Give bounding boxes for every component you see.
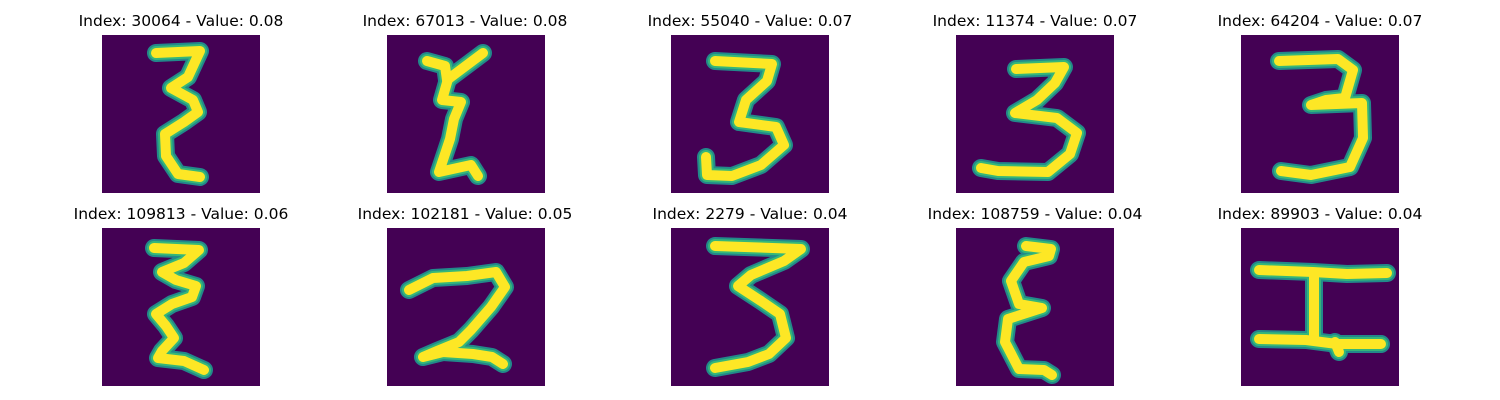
digit-image <box>956 228 1114 386</box>
stroke-core <box>1000 241 1057 380</box>
stroke-core <box>151 46 205 182</box>
digit-image <box>387 228 545 386</box>
digit-glyph-svg <box>102 228 260 386</box>
panel-title: Index: 109813 - Value: 0.06 <box>73 205 289 223</box>
panel-title: Index: 30064 - Value: 0.08 <box>78 12 284 30</box>
panel-title: Index: 64204 - Value: 0.07 <box>1217 12 1423 30</box>
digit-image <box>102 35 260 193</box>
stroke-core <box>976 62 1082 177</box>
digit-glyph-svg <box>1241 35 1399 193</box>
digit-panel <box>956 35 1114 193</box>
panel-title: Index: 102181 - Value: 0.05 <box>357 205 573 223</box>
stroke-core <box>422 48 488 85</box>
digit-panel <box>671 35 829 193</box>
digit-panel <box>387 228 545 386</box>
stroke-core <box>434 74 483 181</box>
digit-glyph-svg <box>956 228 1114 386</box>
digit-glyph-svg <box>956 35 1114 193</box>
digit-panel <box>102 228 260 386</box>
digit-image <box>102 228 260 386</box>
panel-title: Index: 89903 - Value: 0.04 <box>1217 205 1423 223</box>
stroke-core <box>701 56 789 181</box>
digit-panel <box>102 35 260 193</box>
digit-panel <box>387 35 545 193</box>
stroke-core <box>149 243 209 375</box>
digit-panel <box>1241 35 1399 193</box>
stroke-core <box>1330 337 1344 357</box>
stroke-core <box>404 267 510 369</box>
digit-image <box>671 228 829 386</box>
digit-glyph-svg <box>387 228 545 386</box>
digit-panel <box>1241 228 1399 386</box>
digit-image <box>671 35 829 193</box>
panel-title: Index: 55040 - Value: 0.07 <box>647 12 853 30</box>
panel-title: Index: 2279 - Value: 0.04 <box>652 205 848 223</box>
digit-glyph-svg <box>387 35 545 193</box>
digit-image <box>1241 35 1399 193</box>
digit-glyph-svg <box>671 228 829 386</box>
digit-glyph-svg <box>102 35 260 193</box>
stroke-core <box>1254 334 1386 349</box>
digit-glyph-svg <box>671 35 829 193</box>
digit-panel <box>956 228 1114 386</box>
digit-image <box>1241 228 1399 386</box>
digit-image <box>956 35 1114 193</box>
stroke-core <box>1254 265 1392 279</box>
panel-title: Index: 67013 - Value: 0.08 <box>362 12 568 30</box>
panel-title: Index: 11374 - Value: 0.07 <box>932 12 1138 30</box>
digit-image <box>387 35 545 193</box>
digit-glyph-svg <box>1241 228 1399 386</box>
panel-title: Index: 108759 - Value: 0.04 <box>927 205 1143 223</box>
stroke-core <box>710 241 806 373</box>
stroke-core <box>1274 54 1368 180</box>
digit-panel <box>671 228 829 386</box>
